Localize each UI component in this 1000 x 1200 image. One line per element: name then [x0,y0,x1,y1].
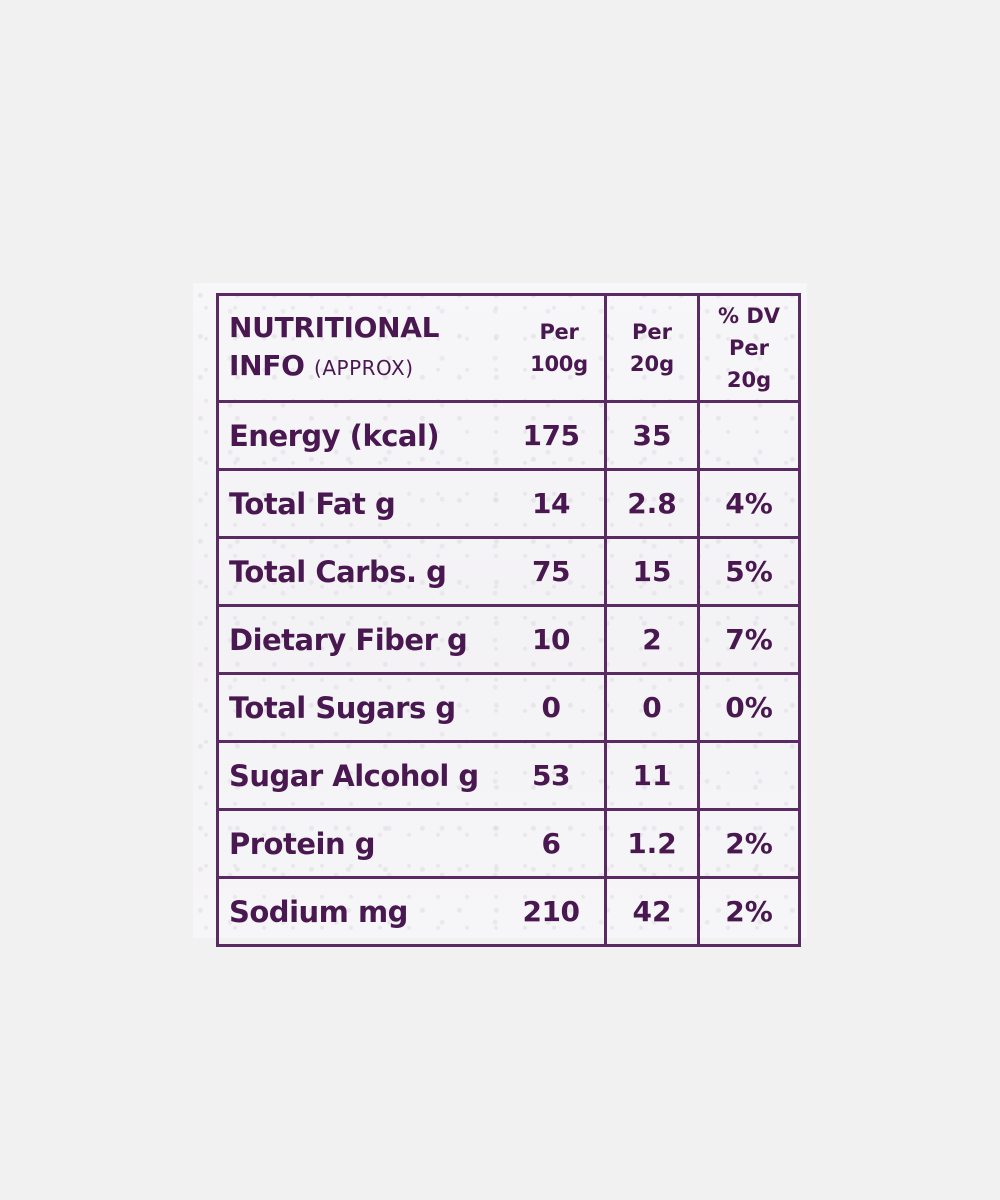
nutrient-cell: Energy (kcal) 175 [216,400,607,471]
header-title-line1: NUTRITIONAL [229,311,440,344]
dv-value: 2% [697,876,801,947]
per100-value: 6 [541,827,561,860]
header-title-line2: INFO [229,349,305,382]
per100-value: 175 [522,419,580,452]
dv-value: 5% [697,536,801,607]
header-dv: % DV Per 20g [697,293,801,403]
nutrient-name: Energy (kcal) [229,418,440,453]
nutrient-name: Sugar Alcohol g [229,758,479,793]
per20-value: 35 [604,400,700,471]
per20-value: 11 [604,740,700,811]
header-per100: Per 100g [524,316,594,380]
per20-value: 15 [604,536,700,607]
header-per100-line2: 100g [530,352,588,376]
table-row: Total Carbs. g 75 15 5% [216,536,801,607]
per20-value: 2 [604,604,700,675]
table-row: Sugar Alcohol g 53 11 [216,740,801,811]
nutrition-table: NUTRITIONAL INFO (APPROX) Per 100g Per 2… [216,293,801,947]
table-row: Sodium mg 210 42 2% [216,876,801,947]
nutrient-cell: Sodium mg 210 [216,876,607,947]
table-row: Energy (kcal) 175 35 [216,400,801,471]
per20-value: 2.8 [604,468,700,539]
nutrient-name: Total Fat g [229,486,396,521]
header-approx: (APPROX) [314,356,414,380]
header-dv-line2: Per 20g [726,336,772,392]
header-dv-line1: % DV [717,304,781,328]
per100-value: 14 [532,487,570,520]
header-per20-line1: Per [632,320,672,344]
dv-value: 7% [697,604,801,675]
nutrient-name: Dietary Fiber g [229,622,468,657]
table-row: Total Fat g 14 2.8 4% [216,468,801,539]
header-per20-line2: 20g [629,352,675,376]
per100-value: 53 [532,759,570,792]
dv-value: 4% [697,468,801,539]
nutrient-cell: Total Carbs. g 75 [216,536,607,607]
table-row: Dietary Fiber g 10 2 7% [216,604,801,675]
header-per100-line1: Per [539,320,579,344]
dv-value [697,400,801,471]
dv-value [697,740,801,811]
table-row: Protein g 6 1.2 2% [216,808,801,879]
nutrient-name: Total Carbs. g [229,554,447,589]
dv-value: 2% [697,808,801,879]
header-title: NUTRITIONAL INFO (APPROX) [229,309,440,387]
per100-value: 0 [541,691,561,724]
per20-value: 0 [604,672,700,743]
dv-value: 0% [697,672,801,743]
header-title-cell: NUTRITIONAL INFO (APPROX) Per 100g [216,293,607,403]
per100-value: 210 [522,895,580,928]
header-per20: Per 20g [604,293,700,403]
per100-value: 75 [532,555,570,588]
per100-value: 10 [532,623,570,656]
nutrient-cell: Total Fat g 14 [216,468,607,539]
nutrient-cell: Total Sugars g 0 [216,672,607,743]
nutrient-name: Total Sugars g [229,690,456,725]
per20-value: 1.2 [604,808,700,879]
nutrient-name: Sodium mg [229,894,408,929]
nutrient-cell: Dietary Fiber g 10 [216,604,607,675]
nutrient-cell: Protein g 6 [216,808,607,879]
per20-value: 42 [604,876,700,947]
table-row: Total Sugars g 0 0 0% [216,672,801,743]
nutrient-cell: Sugar Alcohol g 53 [216,740,607,811]
table-header-row: NUTRITIONAL INFO (APPROX) Per 100g Per 2… [216,293,801,403]
nutrient-name: Protein g [229,826,375,861]
